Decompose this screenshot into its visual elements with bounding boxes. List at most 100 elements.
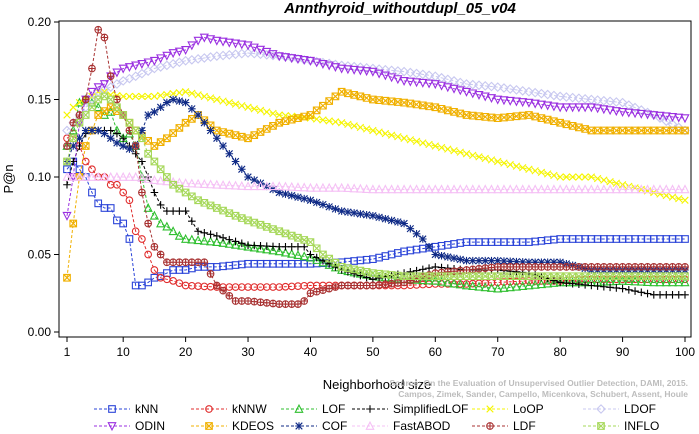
data-point-simplifiedlof (575, 280, 583, 289)
data-point-cof (75, 134, 84, 143)
data-point-ldof (392, 66, 403, 76)
data-point-loop (275, 111, 283, 119)
data-point-loop (356, 123, 365, 132)
data-point-ldof (661, 116, 672, 127)
y-tick-label: 0.10 (28, 170, 52, 184)
data-point-ldf (262, 299, 271, 307)
data-point-simplifiedlof (643, 289, 652, 298)
data-point-lof (243, 241, 253, 251)
data-point-cof (344, 208, 352, 216)
data-point-ldof (574, 93, 584, 104)
data-point-kdeos (181, 118, 190, 127)
data-point-cof (487, 256, 496, 265)
data-point-fastabod (193, 178, 203, 188)
series-line-ldof (66, 52, 686, 131)
data-point-lof (493, 283, 503, 293)
data-point-lof (287, 248, 297, 258)
data-point-odin (674, 113, 684, 123)
legend-label-loop: LoOP (513, 402, 544, 416)
data-point-simplifiedlof (156, 201, 165, 209)
data-point-ldf (487, 263, 496, 272)
data-point-ldf (106, 72, 115, 81)
data-point-fastabod (149, 174, 159, 184)
data-point-ldf (69, 118, 78, 127)
data-point-simplifiedlof (119, 134, 127, 143)
data-point-kdeos (356, 92, 365, 101)
data-point-simplifiedlof (131, 149, 140, 158)
data-point-lof (74, 97, 85, 107)
data-point-odin (624, 108, 634, 118)
data-point-fastabod (393, 184, 403, 194)
data-point-odin (468, 89, 478, 99)
data-point-ldf (269, 299, 277, 308)
data-point-fastabod (262, 181, 272, 191)
data-point-ldf (212, 281, 221, 290)
data-point-knnw (131, 227, 140, 236)
data-point-fastabod (642, 184, 653, 194)
data-point-fastabod (474, 184, 484, 194)
data-point-fastabod (305, 182, 316, 192)
data-point-fastabod (530, 184, 540, 194)
data-point-ldf (325, 284, 334, 293)
data-point-cof (456, 255, 465, 264)
data-point-loop (319, 116, 327, 124)
data-point-ldof (399, 66, 409, 77)
legend-item-odin: ODIN (94, 419, 165, 433)
x-tick-label: 1 (64, 345, 71, 359)
data-point-odin (349, 65, 359, 75)
data-point-cof (443, 253, 452, 261)
data-point-loop (600, 176, 608, 184)
data-point-kdeos (300, 112, 309, 121)
series-kdeos (63, 87, 689, 282)
data-point-odin (480, 92, 490, 102)
data-point-loop (200, 92, 209, 101)
data-point-ldf (169, 258, 177, 267)
data-point-knn (94, 199, 103, 208)
data-point-simplifiedlof (194, 227, 202, 236)
data-point-ldof (605, 96, 615, 107)
y-tick-label: 0.15 (28, 93, 52, 107)
data-point-fastabod (536, 184, 547, 194)
data-point-inflo (194, 196, 202, 205)
data-point-ldf (125, 126, 134, 135)
legend-item-cof: COF (281, 419, 347, 433)
data-point-lof (486, 282, 497, 292)
source-credit-line-1: Source: On the Evaluation of Unsupervise… (389, 378, 688, 388)
data-point-simplifiedlof (188, 217, 196, 225)
data-point-cof (294, 193, 302, 201)
data-point-cof (169, 95, 177, 104)
data-point-ldf (506, 263, 515, 271)
legend-label-simplifiedlof: SimplifiedLOF (393, 402, 468, 416)
data-point-fastabod (667, 184, 678, 194)
data-point-kdeos (187, 115, 196, 123)
data-point-lof (511, 281, 522, 291)
data-point-lof (667, 277, 678, 287)
data-point-fastabod (106, 171, 116, 181)
legend-item-fastabod: FastABOD (352, 419, 451, 433)
data-point-inflo (487, 272, 496, 281)
data-point-cof (300, 194, 309, 203)
data-point-lof (424, 275, 434, 285)
data-point-ldof (536, 88, 547, 99)
data-point-inflo (187, 192, 196, 201)
data-point-ldof (530, 87, 541, 98)
data-point-fastabod (81, 171, 91, 181)
data-point-cof (525, 258, 533, 267)
data-point-odin (430, 80, 440, 90)
data-point-loop (662, 191, 670, 200)
data-point-loop (331, 118, 340, 126)
data-point-kdeos (250, 131, 259, 139)
data-point-fastabod (574, 184, 584, 194)
data-point-loop (500, 159, 508, 167)
data-point-kdeos (450, 108, 458, 116)
data-point-fastabod (199, 179, 209, 188)
data-point-cof (213, 134, 221, 143)
data-point-odin (324, 61, 334, 71)
data-point-ldof (673, 122, 684, 133)
data-point-cof (431, 250, 440, 259)
data-point-lof (93, 102, 103, 112)
data-point-odin (362, 67, 372, 77)
data-point-cof (481, 256, 490, 265)
data-point-simplifiedlof (631, 287, 639, 295)
data-point-fastabod (112, 171, 122, 181)
